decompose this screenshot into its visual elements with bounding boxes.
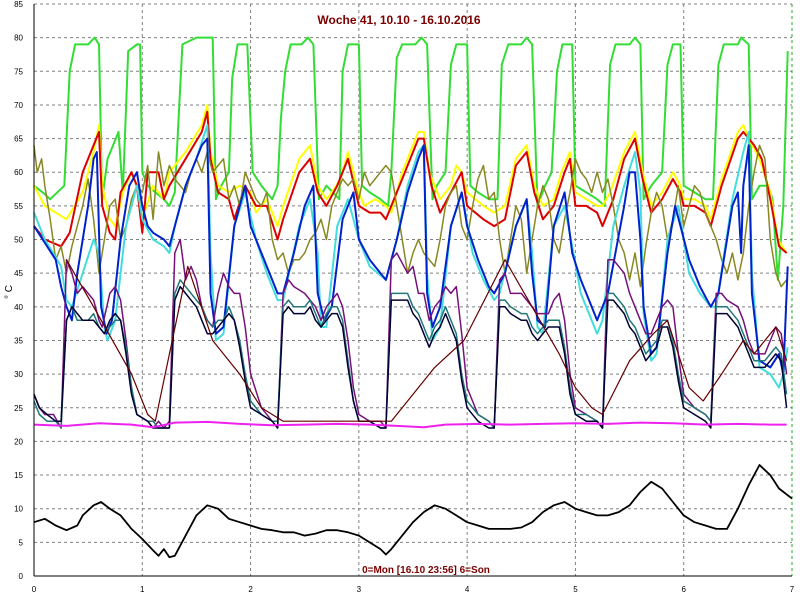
series-line-10: [65, 259, 788, 422]
y-tick-label: 50: [14, 236, 23, 245]
grid: [33, 3, 793, 576]
x-tick-label: 3: [357, 585, 362, 594]
series-line-6: [33, 137, 789, 376]
y-tick-label: 25: [14, 404, 23, 413]
axes: [33, 4, 792, 577]
chart-title: Woche 41, 10.10 - 16.10.2016: [317, 13, 481, 27]
series-line-1: [33, 36, 789, 281]
series-line-11: [33, 420, 787, 429]
x-tick-label: 2: [248, 585, 253, 594]
y-tick-label: 40: [14, 303, 23, 312]
x-tick-label: 6: [681, 585, 686, 594]
y-axis-label: ° C: [4, 285, 15, 299]
series-line-5: [33, 124, 789, 389]
series-line-9: [33, 285, 788, 429]
y-tick-label: 35: [14, 336, 23, 345]
series-line-7: [33, 238, 788, 429]
tick-labels: 0 1 2 3 4 5 6 705101520253035404550556065707580…: [14, 0, 795, 594]
chart-footer: 0=Mon [16.10 23:56] 6=Son: [362, 565, 490, 576]
y-tick-label: 60: [14, 168, 23, 177]
y-tick-label: 0: [19, 572, 24, 581]
y-tick-label: 80: [14, 34, 23, 43]
y-tick-label: 55: [14, 202, 23, 211]
y-tick-label: 10: [14, 505, 23, 514]
y-tick-label: 85: [14, 0, 23, 9]
y-tick-label: 70: [14, 101, 23, 110]
y-tick-label: 30: [14, 370, 23, 379]
y-tick-label: 45: [14, 269, 23, 278]
y-tick-label: 20: [14, 437, 23, 446]
x-tick-label: 1: [140, 585, 145, 594]
series-line-3: [33, 110, 788, 254]
x-tick-label: 0: [32, 585, 37, 594]
x-tick-label: 5: [573, 585, 578, 594]
y-tick-label: 65: [14, 135, 23, 144]
y-tick-label: 75: [14, 67, 23, 76]
series-group: [33, 36, 793, 559]
series-line-2: [33, 103, 788, 254]
y-tick-label: 5: [19, 538, 24, 547]
y-tick-label: 15: [14, 471, 23, 480]
x-tick-label: 7: [790, 585, 795, 594]
x-tick-label: 4: [465, 585, 470, 594]
series-line-12: [33, 464, 793, 559]
